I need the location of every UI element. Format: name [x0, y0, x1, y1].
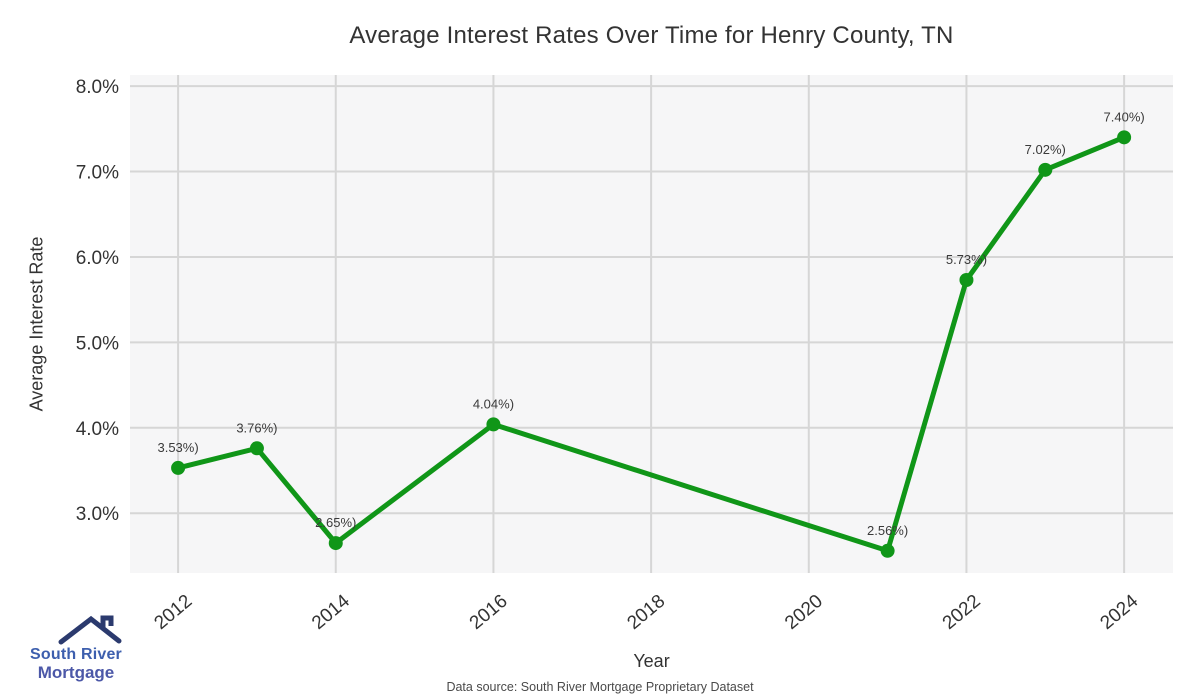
y-tick-label: 4.0%: [76, 419, 119, 440]
south-river-mortgage-logo: South River Mortgage: [18, 615, 134, 681]
data-point[interactable]: [880, 543, 895, 558]
data-point-label: 7.02%): [1025, 142, 1066, 157]
x-axis-title: Year: [633, 651, 670, 671]
data-point[interactable]: [249, 441, 264, 456]
data-point[interactable]: [959, 273, 974, 288]
data-point-label: 2.56%): [867, 523, 908, 538]
data-point-label: 3.53%): [157, 440, 198, 455]
x-tick-label: 2012: [150, 591, 196, 634]
x-tick-label: 2014: [308, 590, 354, 634]
data-point-label: 3.76%): [236, 420, 277, 435]
data-source-caption: Data source: South River Mortgage Propri…: [446, 680, 754, 694]
data-point-label: 5.73%): [946, 252, 987, 267]
data-point[interactable]: [328, 536, 343, 551]
logo-text-south-river: South River: [30, 646, 122, 663]
x-tick-label: 2020: [781, 591, 827, 634]
logo-text-mortgage: Mortgage: [37, 663, 115, 682]
house-roof-icon: [58, 615, 122, 645]
data-point[interactable]: [486, 417, 501, 432]
data-point-label: 2.65%): [315, 515, 356, 530]
data-point-label: 7.40%): [1104, 109, 1145, 124]
x-tick-label: 2022: [939, 591, 985, 634]
y-tick-label: 8.0%: [76, 77, 119, 98]
data-point[interactable]: [1117, 130, 1132, 145]
chart-title: Average Interest Rates Over Time for Hen…: [349, 22, 954, 49]
x-tick-label: 2016: [466, 591, 512, 634]
data-point-label: 4.04%): [473, 396, 514, 411]
data-line: [175, 134, 1127, 554]
x-tick-label: 2024: [1096, 590, 1142, 634]
y-tick-label: 7.0%: [76, 163, 119, 184]
data-point[interactable]: [1038, 162, 1053, 177]
data-point[interactable]: [171, 460, 186, 475]
y-tick-label: 5.0%: [76, 333, 119, 354]
y-tick-label: 3.0%: [76, 504, 119, 525]
y-tick-label: 6.0%: [76, 248, 119, 269]
x-tick-label: 2018: [623, 591, 669, 634]
y-axis-title: Average Interest Rate: [26, 236, 47, 412]
